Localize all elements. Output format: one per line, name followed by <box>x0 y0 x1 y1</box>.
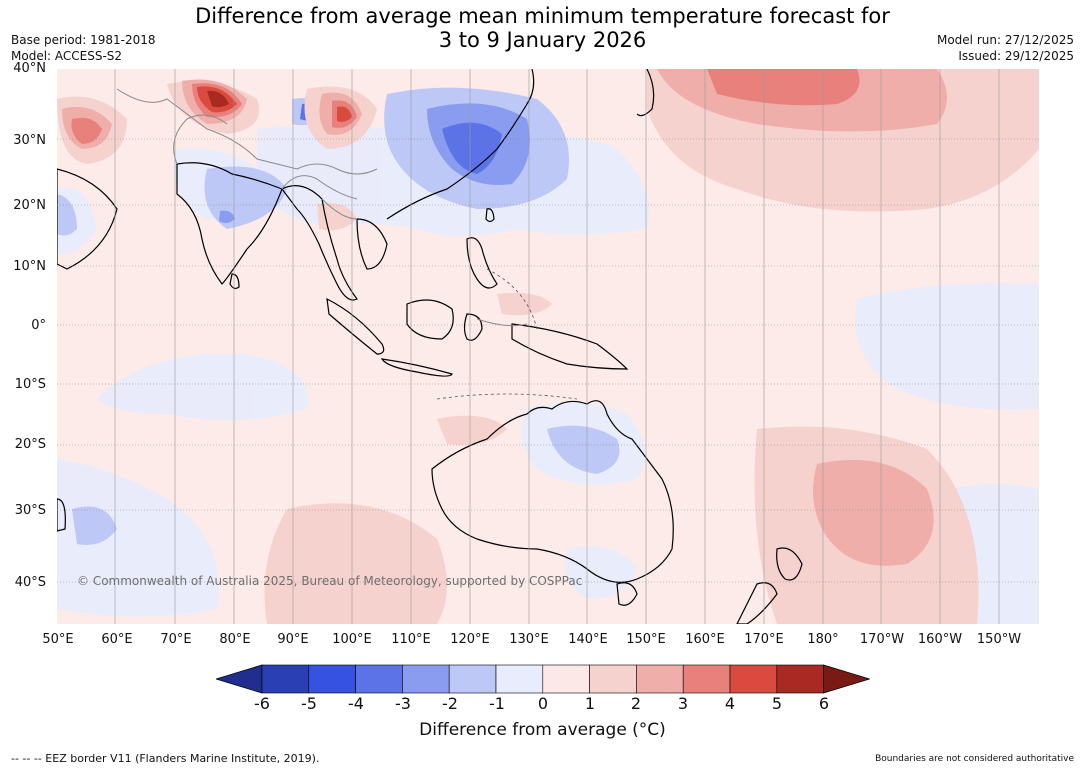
lon-label: 170°W <box>859 632 905 647</box>
lon-label: 130°E <box>509 632 549 647</box>
lon-label: 60°E <box>101 632 133 647</box>
colorbar-cell <box>402 664 450 694</box>
colorbar-tick: -2 <box>442 694 458 713</box>
colorbar-cell <box>682 664 731 694</box>
eez-borders <box>436 268 578 400</box>
colorbar-tick: 1 <box>584 694 596 713</box>
colorbar-cells <box>214 664 871 694</box>
map-canvas <box>57 69 1039 624</box>
lon-label: 160°E <box>685 632 725 647</box>
lat-label: 0° <box>31 318 46 333</box>
lon-label: 170°E <box>744 632 784 647</box>
map-title: Difference from average mean minimum tem… <box>0 4 1085 52</box>
model-run-text: Model run: 27/12/2025 <box>936 33 1074 47</box>
boundaries-note: Boundaries are not considered authoritat… <box>875 754 1074 764</box>
lon-label: 120°E <box>450 632 490 647</box>
lat-label: 10°N <box>13 259 46 274</box>
colorbar-cell <box>448 664 497 694</box>
title-line-1: Difference from average mean minimum tem… <box>195 4 890 28</box>
colorbar-cell <box>776 664 824 694</box>
colorbar-tick: 4 <box>724 694 736 713</box>
copyright-text: © Commonwealth of Australia 2025, Bureau… <box>77 574 583 588</box>
colorbar-tick: -4 <box>348 694 364 713</box>
colorbar-tick: -6 <box>254 694 270 713</box>
colorbar-cell <box>729 664 778 694</box>
lon-label: 80°E <box>219 632 251 647</box>
colorbar-cell <box>308 664 356 694</box>
colorbar-tick: 3 <box>677 694 689 713</box>
coastlines <box>57 69 803 624</box>
lon-label: 150°E <box>626 632 666 647</box>
lat-label: 20°S <box>14 437 46 452</box>
colorbar-tick: 6 <box>818 694 830 713</box>
lat-label: 40°N <box>13 61 46 76</box>
lat-label: 40°S <box>14 575 46 590</box>
colorbar <box>214 664 871 694</box>
lon-label: 140°E <box>568 632 608 647</box>
model-text: Model: ACCESS-S2 <box>11 49 123 63</box>
lon-label: 50°E <box>42 632 74 647</box>
lat-label: 10°S <box>14 377 46 392</box>
colorbar-cell <box>355 664 403 694</box>
forecast-map <box>57 69 1039 624</box>
colorbar-cell <box>636 664 684 694</box>
lon-label: 90°E <box>277 632 309 647</box>
lat-label: 30°S <box>14 503 46 518</box>
issued-text: Issued: 29/12/2025 <box>958 49 1074 63</box>
colorbar-extend-low <box>214 664 263 694</box>
colorbar-tick: 2 <box>630 694 642 713</box>
colorbar-tick: 0 <box>537 694 549 713</box>
lon-label: 70°E <box>160 632 192 647</box>
lat-label: 20°N <box>13 198 46 213</box>
colorbar-tick: -5 <box>301 694 317 713</box>
colorbar-cell <box>495 664 544 694</box>
colorbar-tick: 5 <box>771 694 783 713</box>
colorbar-graphic <box>214 664 871 694</box>
hottest-anomaly-regions <box>197 86 352 122</box>
colorbar-cell <box>589 664 637 694</box>
lon-label: 100°E <box>332 632 372 647</box>
colorbar-tick: -3 <box>395 694 411 713</box>
lon-label: 180° <box>807 632 839 647</box>
lat-label: 30°N <box>13 133 46 148</box>
lon-label: 110°E <box>391 632 431 647</box>
meta-left: Base period: 1981-2018 Model: ACCESS-S2 <box>11 32 156 64</box>
colorbar-cell <box>542 664 590 694</box>
colorbar-cell <box>261 664 310 694</box>
coldest-anomaly-regions <box>442 122 502 174</box>
base-period-text: Base period: 1981-2018 <box>11 33 156 47</box>
lon-label: 160°W <box>917 632 963 647</box>
lon-label: 150°W <box>976 632 1022 647</box>
title-line-2: 3 to 9 January 2026 <box>438 28 647 52</box>
colorbar-title: Difference from average (°C) <box>419 720 666 740</box>
eez-note: -- -- -- EEZ border V11 (Flanders Marine… <box>11 752 320 765</box>
colorbar-tick: -1 <box>489 694 505 713</box>
meta-right: Model run: 27/12/2025 Issued: 29/12/2025 <box>937 32 1074 64</box>
colorbar-extend-high <box>823 664 871 694</box>
meridians <box>114 69 1000 624</box>
